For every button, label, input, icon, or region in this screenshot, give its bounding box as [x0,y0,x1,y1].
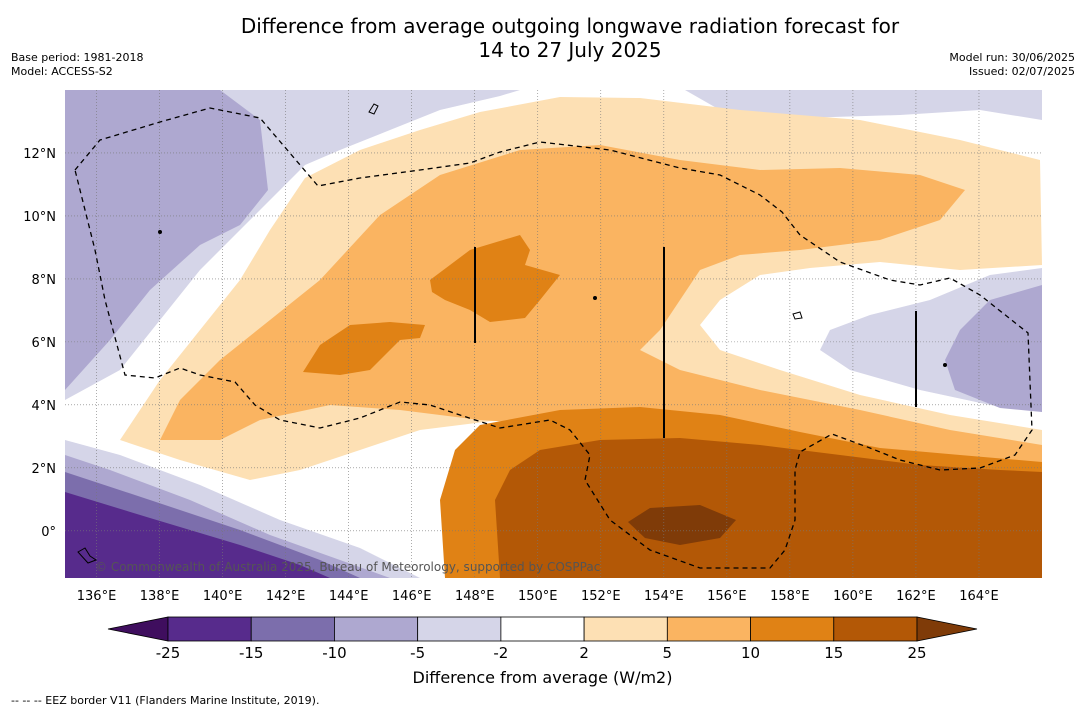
colorbar-tick-label: -15 [239,644,264,662]
colorbar-extend-high [916,616,978,642]
model-text: Model: ACCESS-S2 [11,65,113,78]
longitude-tick-labels: 136°E 138°E 140°E 142°E 144°E 146°E 148°E 150°E… [77,589,999,604]
lat-tick-label: 2°N [32,462,57,477]
lon-tick-label: 154°E [644,589,684,604]
lon-tick-label: 142°E [266,589,306,604]
colorbar-tick-label: 15 [824,644,843,662]
islands [77,103,947,564]
colorbar: -25 -15 -10 -5 -2 2 5 10 15 25 [107,616,978,662]
lat-tick-label: 10°N [23,210,56,225]
contour-purple-right-mid [945,285,1042,412]
anomaly-fill [65,90,1042,578]
lat-tick-label: 4°N [32,399,57,414]
eez-footer-note: -- -- -- EEZ border V11 (Flanders Marine… [11,694,320,707]
map-title-line2: 14 to 27 July 2025 [478,38,662,62]
contour-orange-deep-west [303,322,425,375]
lon-tick-label: 148°E [455,589,495,604]
vertical-markers [474,247,917,438]
lon-tick-label: 136°E [77,589,117,604]
colorbar-tick-label: 10 [741,644,760,662]
contour-orange-deep-north [430,235,560,322]
lon-tick-label: 144°E [329,589,369,604]
colorbar-tick-label: -25 [156,644,181,662]
issued-text: Issued: 02/07/2025 [968,65,1075,78]
lon-tick-label: 158°E [770,589,810,604]
model-run-text: Model run: 30/06/2025 [949,51,1075,64]
lon-tick-label: 140°E [203,589,243,604]
lat-tick-label: 8°N [32,273,57,288]
lon-tick-label: 146°E [392,589,432,604]
contour-purple-topright [685,90,1042,120]
colorbar-tick-label: 25 [907,644,926,662]
colorbar-title: Difference from average (W/m2) [412,668,673,687]
meta-left: Base period: 1981-2018 Model: ACCESS-S2 [11,51,143,79]
colorbar-segment [833,616,918,642]
copyright-text: © Commonwealth of Australia 2025, Bureau… [95,560,600,574]
colorbar-tick-label: -10 [322,644,347,662]
colorbar-segment [167,616,252,642]
colorbar-segment [334,616,419,642]
lat-tick-label: 0° [41,525,56,540]
lon-tick-label: 164°E [959,589,999,604]
colorbar-segment [666,616,751,642]
lon-tick-label: 160°E [833,589,873,604]
colorbar-tick-label: 2 [579,644,589,662]
base-period-text: Base period: 1981-2018 [11,51,144,64]
eez-border [74,107,1033,569]
colorbar-tick-label: -2 [493,644,508,662]
colorbar-segment [250,616,335,642]
contour-purple-mid [65,90,268,390]
contour-purple-bl-darkest [65,492,330,578]
latitude-tick-labels: 0° 2°N 4°N 6°N 8°N 10°N 12°N [23,147,56,540]
colorbar-segment [750,616,835,642]
map-title: Difference from average outgoing longwav… [0,14,1085,62]
lat-tick-label: 12°N [23,147,56,162]
contour-brown [495,438,1042,578]
map-title-line1: Difference from average outgoing longwav… [240,14,900,38]
meta-right: Model run: 30/06/2025 Issued: 02/07/2025 [949,51,1075,79]
lon-tick-label: 138°E [140,589,180,604]
lon-tick-label: 150°E [518,589,558,604]
lon-tick-label: 156°E [707,589,747,604]
colorbar-segment [583,616,668,642]
lat-tick-label: 6°N [32,336,57,351]
colorbar-tick-label: 5 [663,644,673,662]
colorbar-segment [500,616,585,642]
colorbar-extend-low [107,616,169,642]
colorbar-tick-label: -5 [410,644,425,662]
contour-brown-dark [628,505,736,545]
lon-tick-label: 152°E [581,589,621,604]
colorbar-segment [417,616,502,642]
lon-tick-label: 162°E [896,589,936,604]
